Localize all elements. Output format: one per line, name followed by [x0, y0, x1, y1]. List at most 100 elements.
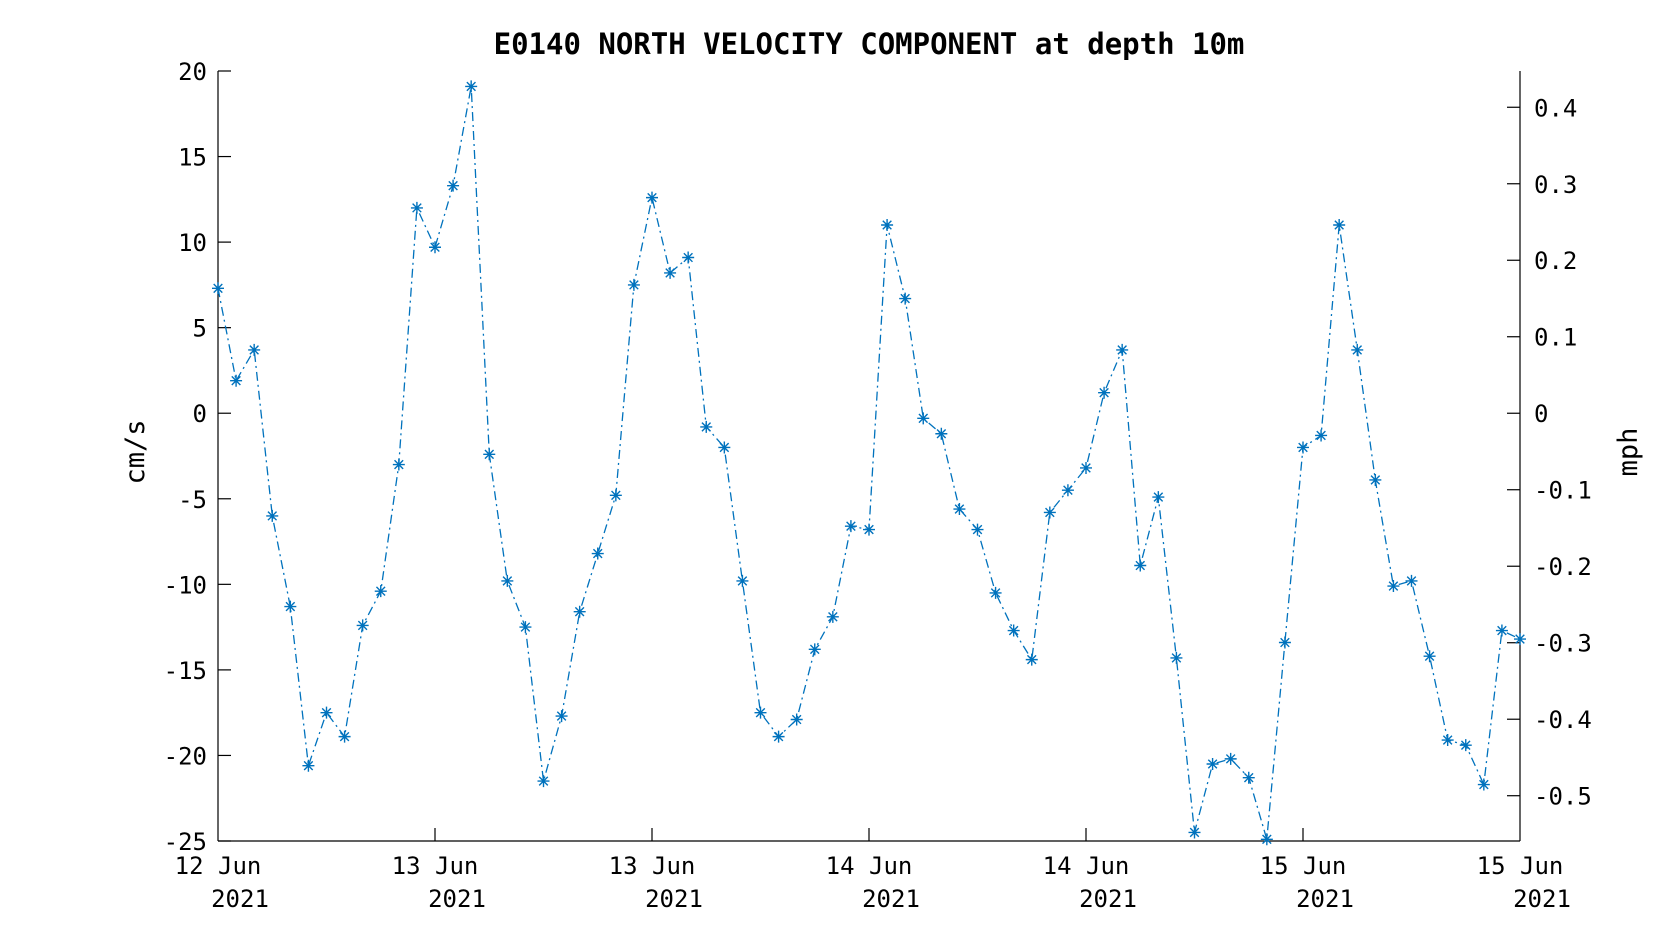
y-axis-label: cm/s	[120, 419, 151, 484]
y-tick-label: -15	[164, 657, 207, 685]
data-point	[808, 643, 821, 656]
series-line	[217, 86, 1521, 840]
data-point	[627, 278, 640, 291]
data-point	[248, 343, 261, 356]
chart-title: E0140 NORTH VELOCITY COMPONENT at depth …	[494, 27, 1245, 61]
data-point	[1351, 343, 1364, 356]
data-point	[1333, 219, 1346, 231]
y2-tick-label: 0	[1534, 400, 1548, 428]
x-tick-label-day: 15 Jun	[1260, 852, 1347, 880]
data-point	[1315, 429, 1328, 442]
x-tick-label-day: 12 Jun	[175, 852, 262, 880]
data-point	[1080, 461, 1092, 474]
data-point	[320, 706, 333, 719]
data-point	[826, 610, 839, 623]
y2-tick-label: -0.1	[1534, 477, 1592, 505]
y-tick-label: 5	[193, 315, 207, 343]
data-point	[392, 458, 405, 471]
data-point	[1061, 484, 1074, 497]
x-tick-label-year: 2021	[645, 885, 703, 913]
data-point	[1459, 739, 1472, 752]
y-tick-label: 20	[178, 58, 207, 86]
data-point	[447, 179, 460, 192]
data-point	[989, 586, 1002, 599]
data-point	[953, 503, 966, 516]
data-point	[917, 412, 930, 425]
data-point	[682, 251, 695, 264]
data-point	[772, 730, 785, 743]
data-point	[410, 201, 423, 214]
data-point	[356, 619, 369, 632]
data-point	[935, 427, 948, 440]
x-tick-label-year: 2021	[862, 885, 920, 913]
y-tick-label: -25	[164, 828, 207, 856]
data-point	[1260, 833, 1273, 846]
data-point	[519, 621, 532, 634]
data-point	[1297, 441, 1309, 454]
data-point	[664, 266, 677, 279]
data-point	[465, 80, 478, 93]
data-point	[1224, 752, 1237, 765]
data-point	[971, 523, 984, 536]
data-point	[591, 547, 604, 560]
y-tick-label: -20	[164, 742, 207, 770]
data-point	[1278, 636, 1291, 649]
data-point	[1206, 758, 1219, 770]
data-point	[736, 574, 749, 587]
data-point	[790, 713, 803, 726]
data-point	[1514, 633, 1526, 646]
data-point	[718, 441, 731, 454]
data-point	[1188, 826, 1201, 839]
data-point	[537, 775, 550, 788]
x-tick-label-day: 14 Jun	[1043, 852, 1130, 880]
x-tick-label-year: 2021	[1513, 885, 1571, 913]
x-tick-label-year: 2021	[1296, 885, 1354, 913]
data-point	[555, 710, 568, 723]
x-tick-label-year: 2021	[211, 885, 269, 913]
y2-tick-label: 0.4	[1534, 94, 1577, 122]
data-point	[754, 706, 767, 719]
data-point	[1477, 778, 1490, 791]
x-tick-label-day: 13 Jun	[609, 852, 696, 880]
y-tick-label: -10	[164, 571, 207, 599]
x-tick-label-year: 2021	[1079, 885, 1137, 913]
data-point	[573, 605, 586, 618]
data-point	[1152, 491, 1165, 504]
y-tick-label: 10	[178, 229, 207, 257]
data-point	[1134, 559, 1147, 572]
data-point	[338, 730, 351, 743]
x-tick-label-year: 2021	[428, 885, 486, 913]
y2-tick-label: -0.4	[1534, 706, 1592, 734]
data-point	[302, 759, 315, 772]
y2-tick-label: -0.5	[1534, 783, 1592, 811]
data-point	[1387, 580, 1400, 593]
data-point	[1170, 651, 1183, 664]
data-point	[1025, 653, 1038, 666]
data-point	[501, 574, 514, 587]
x-tick-label-day: 14 Jun	[826, 852, 913, 880]
y-tick-label: -5	[178, 486, 207, 514]
data-point	[429, 241, 441, 254]
data-point	[1116, 343, 1129, 356]
y2-tick-label: -0.3	[1534, 630, 1592, 658]
data-point	[1007, 624, 1020, 637]
y2-tick-label: -0.2	[1534, 553, 1592, 581]
y2-tick-label: 0.1	[1534, 324, 1577, 352]
axes: -25 -20 -15 -10 -5 0 5 10 15 20 -0.5 -0.4 -0.3 -0.2 -0…	[164, 58, 1592, 913]
y-tick-label: 15	[178, 144, 207, 172]
data-point	[700, 420, 713, 433]
y2-axis-label: mph	[1613, 428, 1644, 477]
data-point	[374, 585, 387, 598]
data-point	[1043, 506, 1056, 519]
series-layer	[212, 80, 1526, 846]
data-point	[1098, 386, 1111, 399]
data-point	[609, 489, 622, 502]
data-point	[863, 523, 875, 536]
data-point	[284, 600, 297, 613]
data-point	[230, 374, 243, 387]
data-point	[212, 282, 224, 295]
data-point	[1441, 734, 1454, 747]
data-point	[1405, 574, 1418, 587]
y2-tick-label: 0.3	[1534, 171, 1577, 199]
